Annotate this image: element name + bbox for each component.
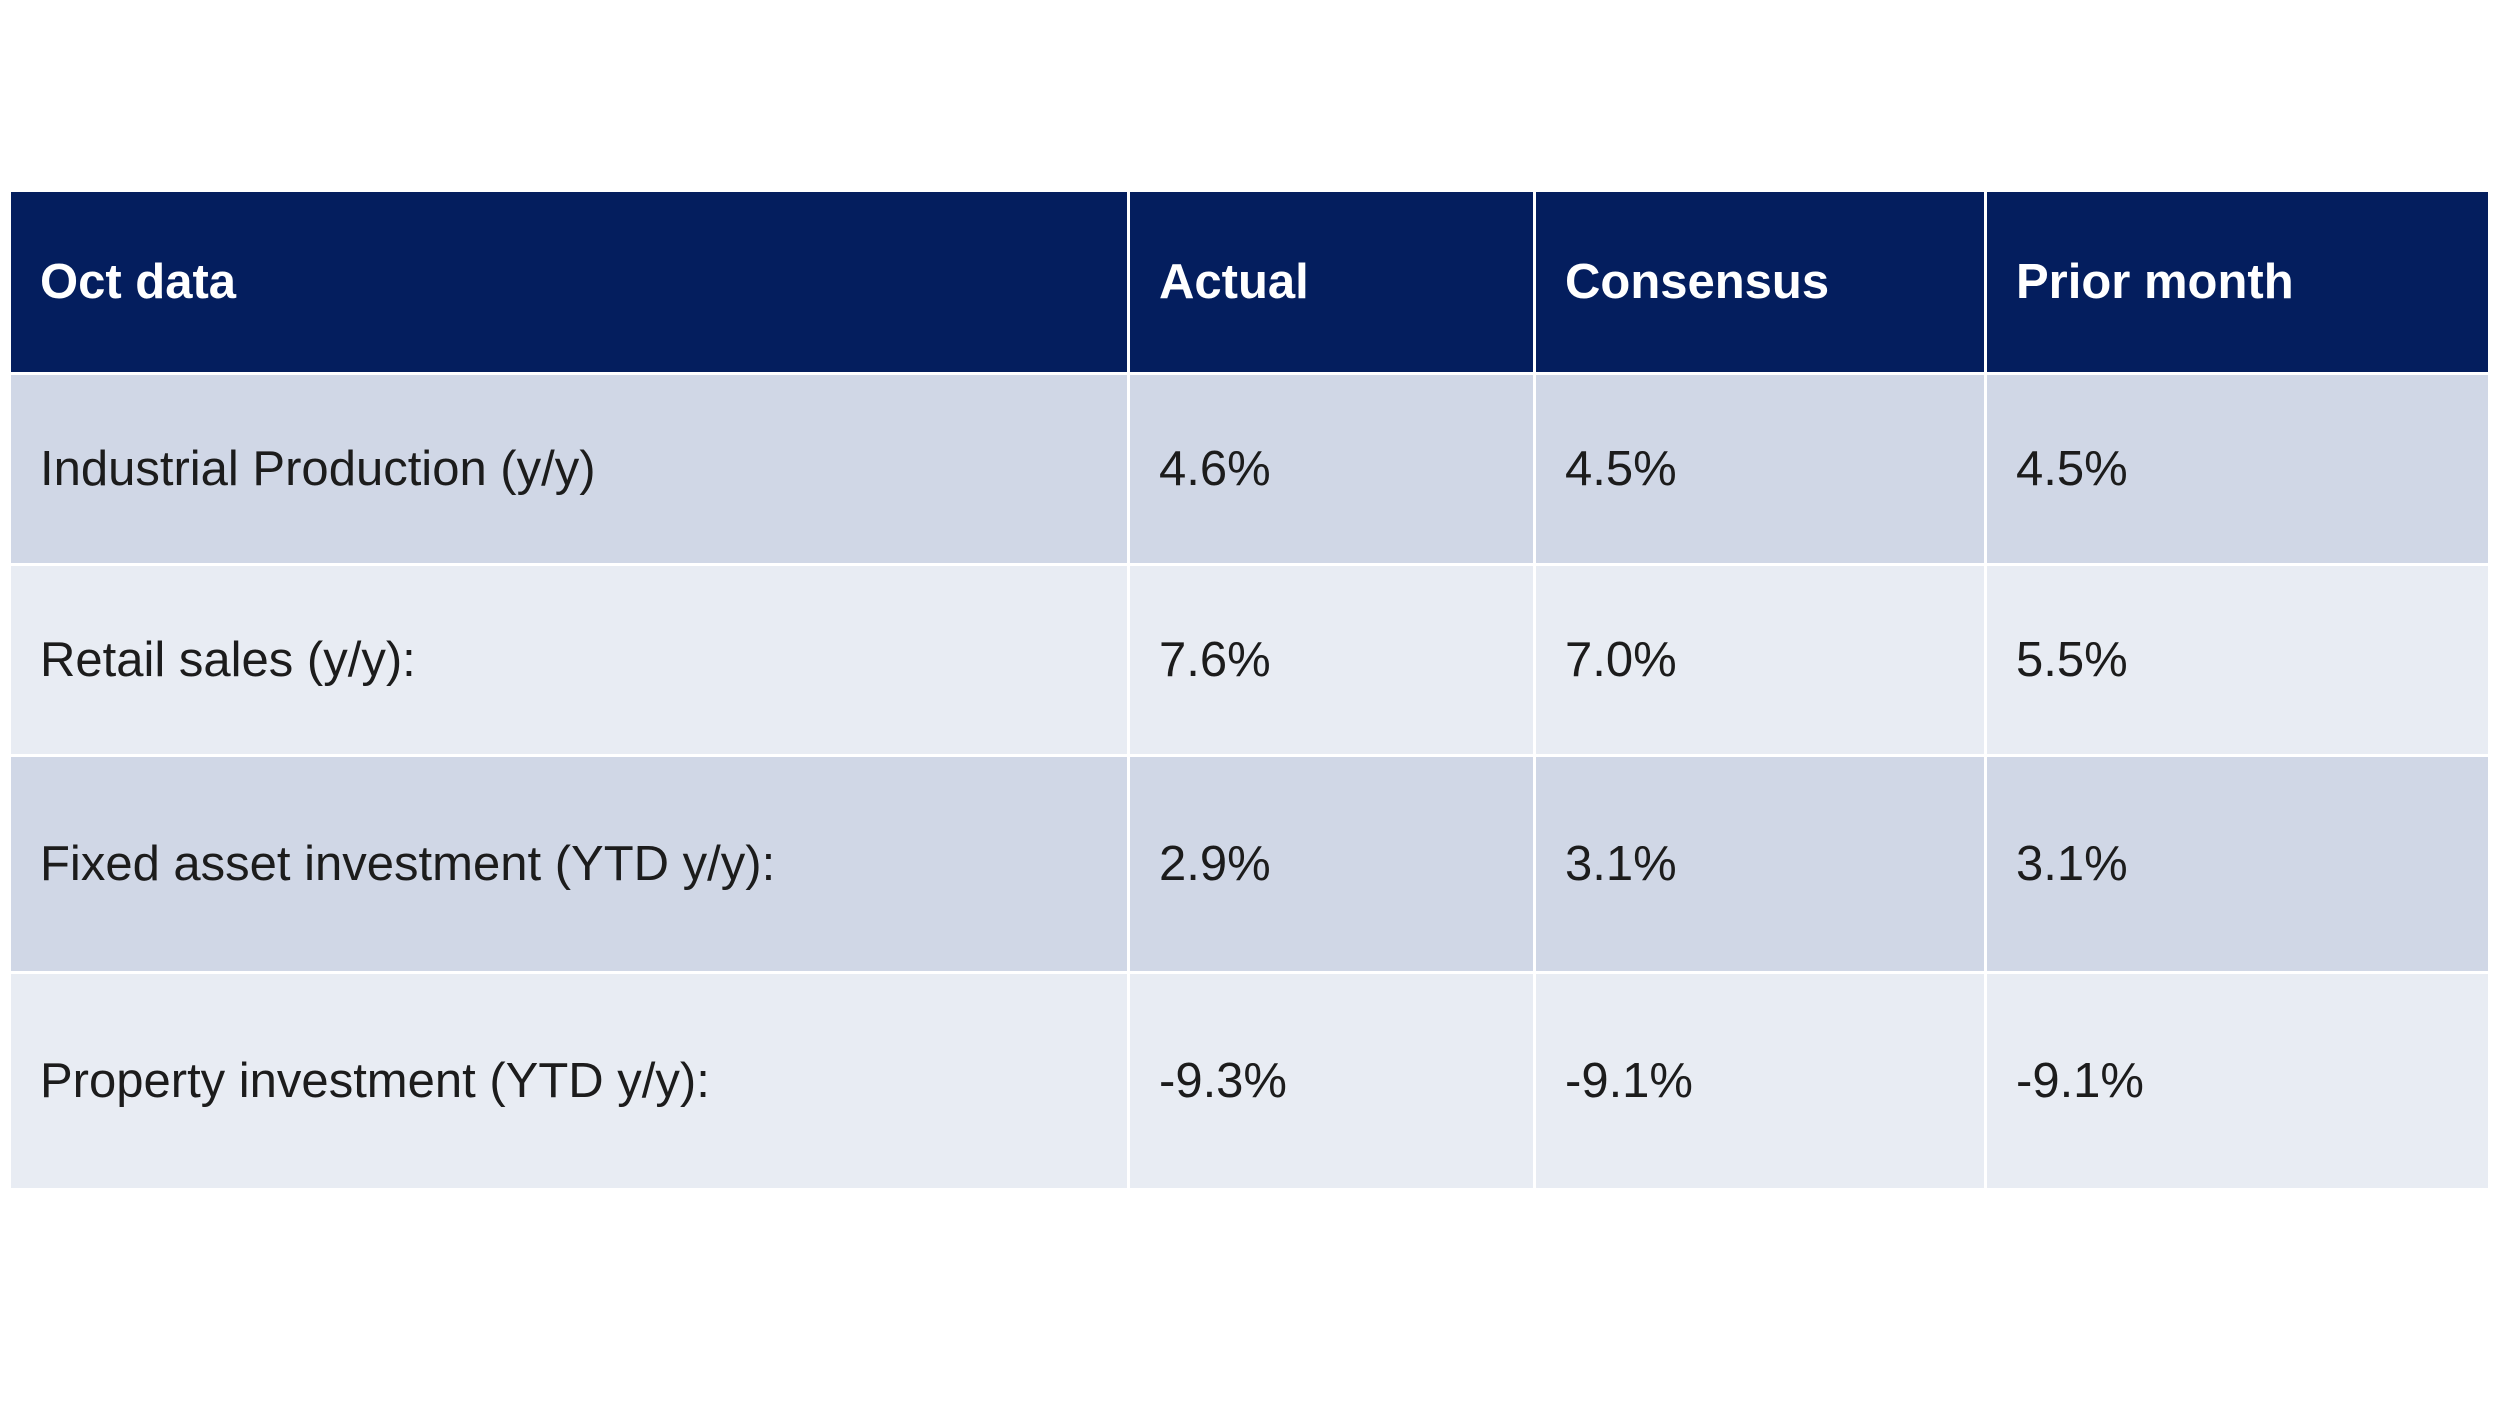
actual-value: 2.9%	[1130, 757, 1533, 971]
actual-value: -9.3%	[1130, 974, 1533, 1188]
header-cell-oct-data: Oct data	[11, 192, 1127, 372]
consensus-value: -9.1%	[1536, 974, 1984, 1188]
prior-month-value: 4.5%	[1987, 375, 2488, 563]
actual-value: 7.6%	[1130, 566, 1533, 754]
header-cell-actual: Actual	[1130, 192, 1533, 372]
prior-month-value: 5.5%	[1987, 566, 2488, 754]
row-label: Property investment (YTD y/y):	[11, 974, 1127, 1188]
header-cell-consensus: Consensus	[1536, 192, 1984, 372]
consensus-value: 3.1%	[1536, 757, 1984, 971]
row-label: Retail sales (y/y):	[11, 566, 1127, 754]
consensus-value: 7.0%	[1536, 566, 1984, 754]
header-cell-prior-month: Prior month	[1987, 192, 2488, 372]
actual-value: 4.6%	[1130, 375, 1533, 563]
row-label: Industrial Production (y/y)	[11, 375, 1127, 563]
prior-month-value: 3.1%	[1987, 757, 2488, 971]
prior-month-value: -9.1%	[1987, 974, 2488, 1188]
data-table: Oct data Actual Consensus Prior month In…	[11, 192, 2488, 1188]
consensus-value: 4.5%	[1536, 375, 1984, 563]
row-label: Fixed asset investment (YTD y/y):	[11, 757, 1127, 971]
